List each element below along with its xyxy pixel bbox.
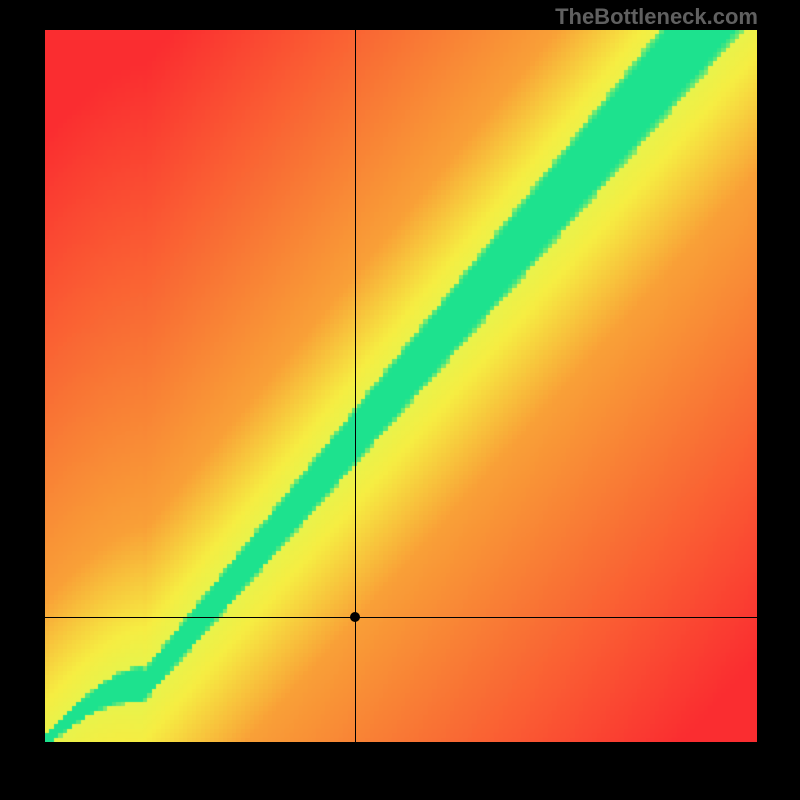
watermark-text: TheBottleneck.com bbox=[555, 4, 758, 30]
crosshair-horizontal bbox=[45, 617, 757, 618]
heatmap-canvas bbox=[45, 30, 757, 742]
crosshair-vertical bbox=[355, 30, 356, 742]
data-point-marker bbox=[350, 612, 360, 622]
chart-container: TheBottleneck.com bbox=[0, 0, 800, 800]
